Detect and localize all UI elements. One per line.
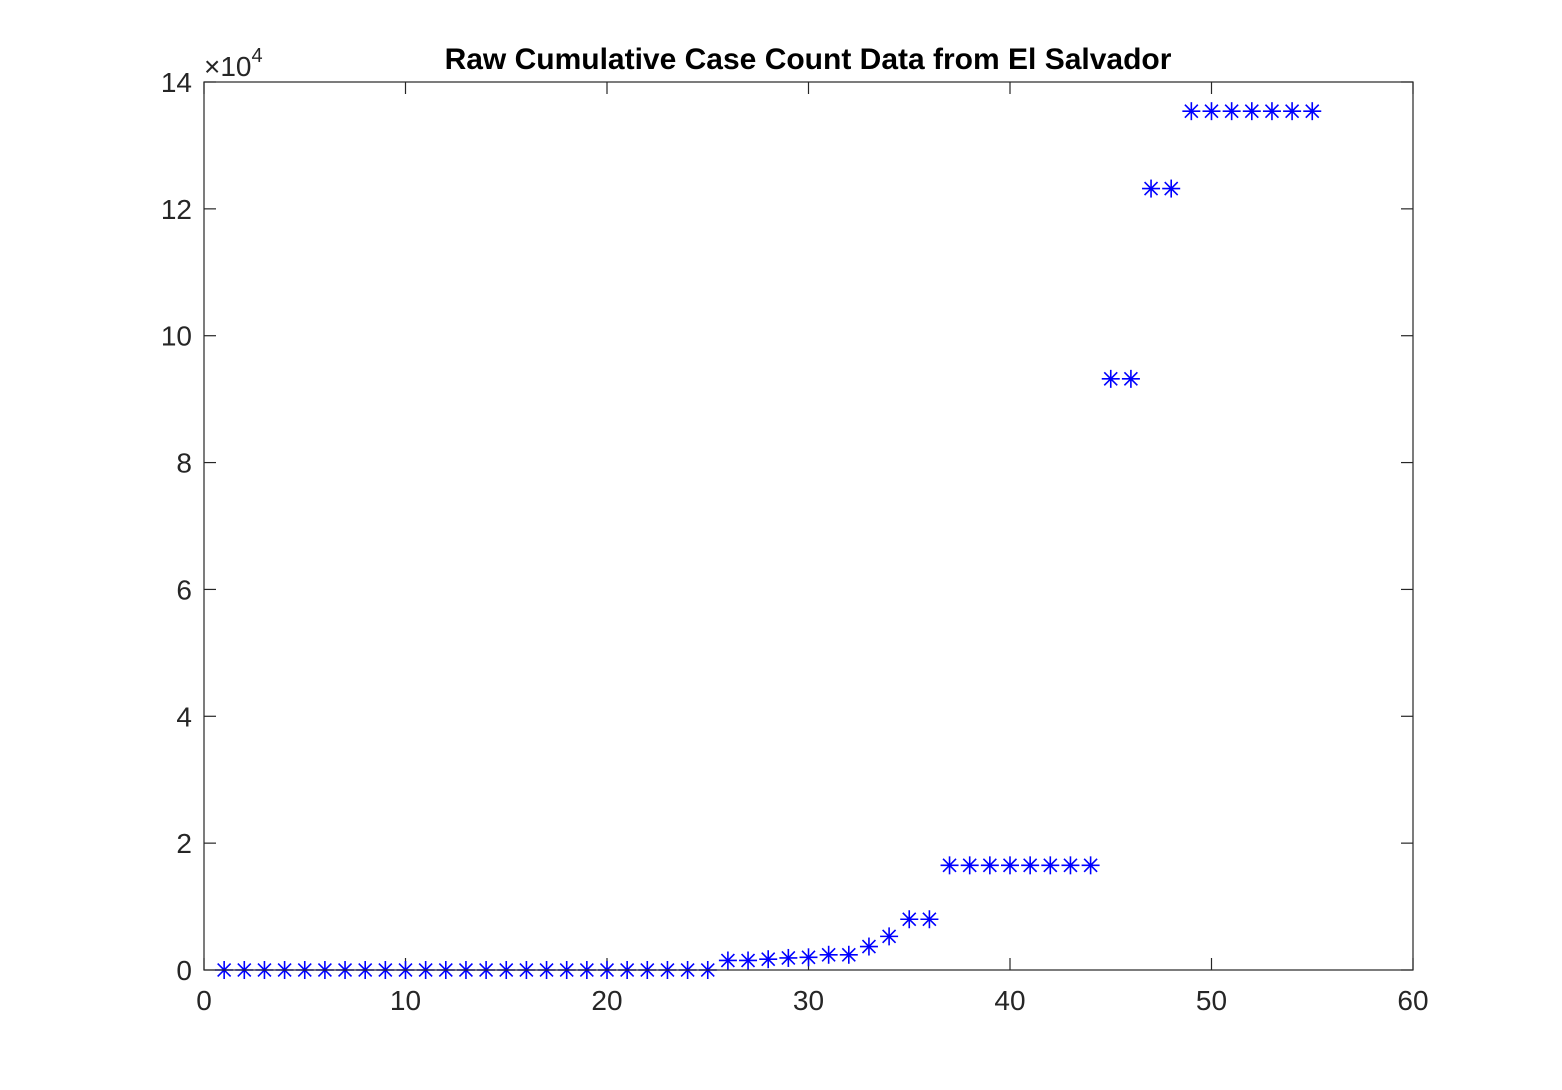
data-point-marker bbox=[960, 856, 979, 875]
data-point-marker bbox=[1162, 179, 1181, 198]
x-tick-label: 50 bbox=[1196, 985, 1227, 1016]
x-tick-label: 10 bbox=[390, 985, 421, 1016]
data-point-marker bbox=[1283, 102, 1302, 121]
y-axis-exponent-power: 4 bbox=[252, 45, 263, 67]
x-tick-label: 0 bbox=[196, 985, 212, 1016]
y-tick-label: 2 bbox=[176, 828, 192, 859]
y-tick-label: 4 bbox=[176, 701, 192, 732]
data-point-marker bbox=[1121, 369, 1140, 388]
x-tick-label: 60 bbox=[1397, 985, 1428, 1016]
plot-box bbox=[203, 81, 1414, 971]
y-tick-label: 0 bbox=[176, 955, 192, 986]
data-point-marker bbox=[1182, 102, 1201, 121]
x-tick-label: 30 bbox=[793, 985, 824, 1016]
data-point-marker bbox=[1101, 369, 1120, 388]
data-point-marker bbox=[1262, 102, 1281, 121]
data-point-marker bbox=[1222, 102, 1241, 121]
y-axis-exponent-base: ×10 bbox=[204, 51, 252, 82]
data-point-marker bbox=[1202, 102, 1221, 121]
data-point-marker bbox=[779, 948, 798, 967]
data-point-marker bbox=[1242, 102, 1261, 121]
data-point-marker bbox=[759, 950, 778, 969]
axes: 0 10 20 30 40 50 60 0 2 4 6 8 10 12 14 bbox=[161, 67, 1429, 1016]
y-tick-label: 6 bbox=[176, 574, 192, 605]
data-point-marker bbox=[1041, 856, 1060, 875]
data-point-marker bbox=[920, 910, 939, 929]
data-point-marker bbox=[1021, 856, 1040, 875]
data-point-marker bbox=[1061, 856, 1080, 875]
data-point-marker bbox=[799, 948, 818, 967]
data-point-marker bbox=[819, 945, 838, 964]
x-tick-label: 40 bbox=[994, 985, 1025, 1016]
data-point-marker bbox=[859, 937, 878, 956]
data-point-marker bbox=[839, 945, 858, 964]
chart-title: Raw Cumulative Case Count Data from El S… bbox=[445, 43, 1172, 76]
data-point-marker bbox=[940, 856, 959, 875]
data-point-marker bbox=[880, 927, 899, 946]
y-tick-label: 14 bbox=[161, 67, 192, 98]
data-point-marker bbox=[718, 951, 737, 970]
y-tick-label: 8 bbox=[176, 448, 192, 479]
y-tick-label: 10 bbox=[161, 321, 192, 352]
data-point-marker bbox=[1303, 102, 1322, 121]
data-point-marker bbox=[900, 910, 919, 929]
y-axis-exponent: ×104 bbox=[204, 45, 263, 82]
data-point-marker bbox=[1081, 856, 1100, 875]
data-point-marker bbox=[1001, 856, 1019, 875]
data-point-marker bbox=[739, 951, 758, 970]
y-tick-label: 12 bbox=[161, 194, 192, 225]
data-point-marker bbox=[980, 856, 999, 875]
x-tick-label: 20 bbox=[591, 985, 622, 1016]
data-point-marker bbox=[1142, 179, 1161, 198]
